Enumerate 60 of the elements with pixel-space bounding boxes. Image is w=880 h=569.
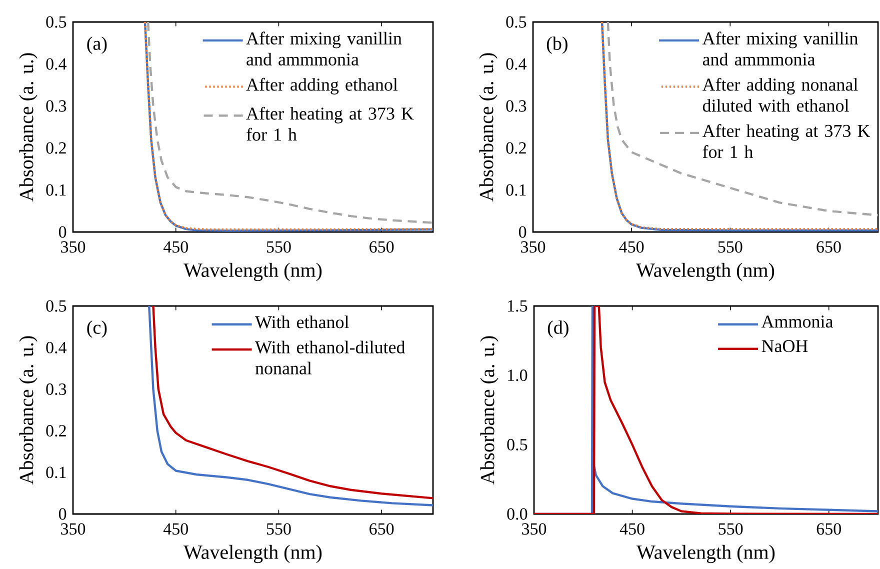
x-tick-label: 650 xyxy=(816,523,841,535)
y-tick-label: 0.3 xyxy=(506,100,526,112)
x-tick-label: 350 xyxy=(61,241,86,253)
annotation: (a) xyxy=(87,36,107,54)
x-tick-label: 650 xyxy=(370,241,394,253)
x-axis-title: Wavelength (nm) xyxy=(184,262,322,282)
x-tick-label: 550 xyxy=(266,523,291,535)
y-axis-title: Absorbance (a. u.) xyxy=(19,336,38,484)
legend-label: After mixing vanillin and ammmonia xyxy=(702,32,858,66)
x-tick-label: 650 xyxy=(816,241,841,253)
x-tick-label: 350 xyxy=(61,523,86,535)
y-axis-title: Absorbance (a. u.) xyxy=(479,53,498,202)
y-tick-label: 0 xyxy=(58,226,66,238)
legend-label: Ammonia xyxy=(761,316,834,328)
y-tick-label: 1.5 xyxy=(508,300,528,312)
y-tick-label: 1.0 xyxy=(508,370,528,382)
x-tick-label: 650 xyxy=(370,523,394,535)
legend-label: With ethanol xyxy=(255,316,349,328)
y-tick-label: 0.5 xyxy=(46,16,66,28)
x-axis-title: Wavelength (nm) xyxy=(184,544,322,564)
y-tick-label: 0.4 xyxy=(46,342,67,354)
legend-label: After heating at 373 K for 1 h xyxy=(702,124,870,158)
y-tick-label: 0.3 xyxy=(46,383,66,395)
x-tick-label: 550 xyxy=(266,241,291,253)
y-tick-label: 0 xyxy=(58,508,66,520)
legend-label: NaOH xyxy=(762,340,808,352)
y-tick-label: 0.2 xyxy=(46,425,66,437)
y-tick-label: 0 xyxy=(518,226,526,238)
x-tick-label: 350 xyxy=(522,523,546,535)
x-tick-label: 550 xyxy=(718,241,742,253)
y-tick-label: 0.0 xyxy=(507,508,528,520)
y-tick-label: 0.1 xyxy=(506,184,526,196)
legend-label: After adding ethanol xyxy=(246,78,398,94)
annotation: (d) xyxy=(548,320,568,338)
annotation: (c) xyxy=(87,320,107,338)
x-tick-label: 450 xyxy=(163,523,188,535)
y-tick-label: 0.5 xyxy=(506,16,526,28)
y-tick-label: 0.5 xyxy=(507,438,528,450)
x-tick-label: 450 xyxy=(163,241,188,253)
x-tick-label: 550 xyxy=(718,523,743,535)
x-tick-label: 450 xyxy=(619,241,644,253)
y-tick-label: 0.1 xyxy=(46,466,66,478)
x-axis-title: Wavelength (nm) xyxy=(636,262,774,282)
y-tick-label: 0.5 xyxy=(46,300,66,312)
legend-label: After mixing vanillin and ammmonia xyxy=(246,32,402,66)
annotation: (b) xyxy=(546,36,568,54)
y-tick-label: 0.1 xyxy=(46,184,66,196)
y-axis-title: Absorbance (a. u.) xyxy=(19,53,38,202)
y-tick-label: 0.2 xyxy=(506,142,526,154)
y-tick-label: 0.2 xyxy=(46,142,66,154)
legend-label: With ethanol-diluted nonanal xyxy=(255,340,406,374)
y-axis-title: Absorbance (a. u.) xyxy=(480,336,498,484)
y-tick-label: 0.4 xyxy=(506,58,527,70)
legend-label: After heating at 373 K for 1 h xyxy=(246,106,414,141)
x-tick-label: 350 xyxy=(521,241,546,253)
x-axis-title: Wavelength (nm) xyxy=(636,544,775,564)
x-tick-label: 450 xyxy=(620,523,644,535)
legend-label: After adding nonanal diluted with ethanol xyxy=(702,78,858,112)
y-tick-label: 0.3 xyxy=(46,100,66,112)
y-tick-label: 0.4 xyxy=(46,58,67,70)
